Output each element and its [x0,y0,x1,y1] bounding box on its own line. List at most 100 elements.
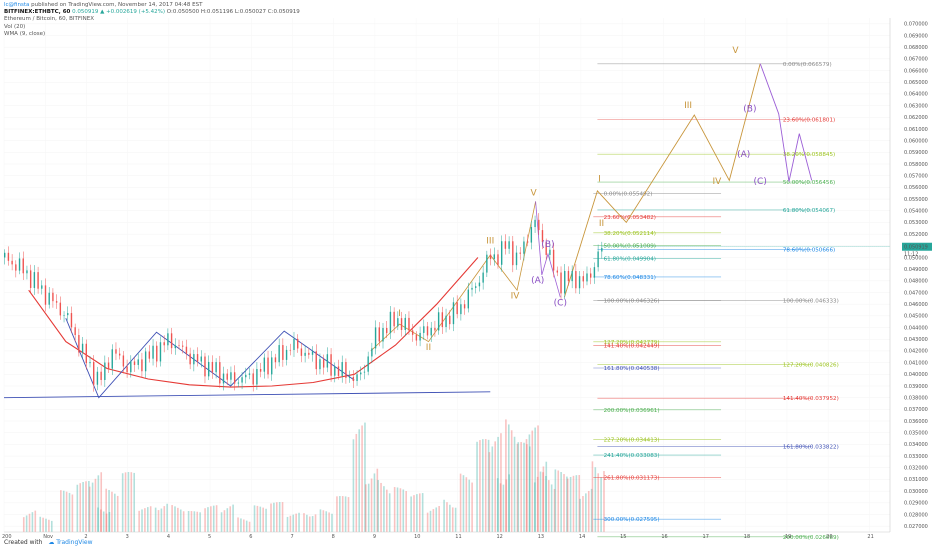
volume-bar [127,472,130,532]
time-tick-label: 14 [579,534,585,540]
candle-body [44,285,47,305]
volume-bar [292,514,295,532]
volume-bar [497,436,499,532]
candle-body [85,343,87,364]
volume-bar [190,511,193,532]
candle-body [337,366,340,376]
wave-label: (B) [541,240,554,250]
price-tick-label: 0.040000 [904,372,928,378]
time-tick-label: 13 [538,534,544,540]
ohlc-values: O:0.050500 H:0.051196 L:0.050027 C:0.050… [166,9,300,16]
volume-bar [68,492,71,532]
volume-bar [245,520,248,532]
candle-body [237,382,240,384]
wave-label: (B) [743,104,756,114]
candle-body [63,315,65,316]
fib-right-level-label: 23.60%(0.061801) [783,118,835,124]
candle-body [81,343,84,353]
candle-body [415,334,418,341]
candle-body [196,354,199,362]
volume-bar [253,505,256,532]
volume-bar [328,512,330,532]
volume-bar [171,505,173,532]
volume-bar [215,505,218,532]
volume-bar [405,491,407,532]
volume-bar [341,496,344,532]
candle-body [330,354,332,376]
volume-bar [361,425,363,532]
volume-bar [416,494,418,532]
volume-bar [526,444,528,532]
volume-bar [102,511,105,532]
price-axis[interactable]: 0.027000 0.028000 0.029000 0.030000 0.031000… [601,18,932,532]
candle-body [363,371,366,373]
author-link[interactable]: lc@finsta [4,2,30,8]
candle-body [326,354,329,368]
wave-label: III [684,101,692,111]
time-axis[interactable]: 200 Nov 2 3 4 5 6 7 8 9 10 11 12 13 14 15 16 17 18 19 20 21 [2,531,890,540]
candle-body [386,327,388,334]
candle-body [100,371,102,380]
price-tick-label: 0.039000 [904,384,928,390]
volume-bar [210,506,212,532]
tradingview-logo[interactable]: ☁ TradingView [48,539,93,546]
price-tick-label: 0.034000 [904,442,928,448]
price-tick-label: 0.052000 [904,232,928,238]
candle-body [278,345,280,363]
price-tick-label: 0.042000 [904,349,928,355]
candle-body [29,270,32,288]
grid-lines [3,18,890,532]
candle-body [449,315,451,325]
volume-bar [590,488,593,532]
candle-body [352,376,355,382]
impulse-wave-path [370,201,536,352]
volume-bar [410,496,412,532]
candle-body [133,361,136,365]
candle-body [489,254,492,260]
candle-body [541,230,544,243]
fib-right-level-label: 0.00%(0.066579) [783,62,832,68]
price-tick-label: 0.029000 [904,501,928,507]
wave-label: V [732,46,739,56]
volume-bar [451,507,454,532]
volume-bar [306,514,308,532]
volume-bar [174,506,176,532]
candle-body [500,241,503,265]
volume-bar [91,482,94,532]
fib-left-level-label: 241.40%(0.033083) [604,453,660,459]
candle-body [104,362,106,380]
volume-bar [105,488,107,532]
time-tick-label: 9 [373,534,376,540]
volume-bar [516,443,519,532]
volume-bar [295,513,297,532]
volume-bar [502,484,505,532]
indicator-wma[interactable]: WMA (9, close) [4,30,46,37]
volume-bar [237,517,239,532]
volume-bar [177,507,179,532]
indicator-volume[interactable]: Vol (20) [4,23,26,30]
volume-bar [438,506,440,532]
price-tick-label: 0.031000 [904,477,928,483]
candle-body [575,271,577,289]
candle-body [515,252,518,266]
candle-body [597,251,599,268]
candle-body [70,313,73,328]
volume-bar [529,446,531,532]
time-tick-label: 18 [744,534,750,540]
candle-body [7,252,10,261]
volume-bar [240,518,242,532]
candle-body [107,362,110,369]
volume-bar [79,483,82,532]
candle-body [185,346,188,354]
candle-body [482,272,484,283]
volume-bar [560,472,562,532]
candle-body [311,351,314,355]
candle-body [215,362,217,373]
volume-bar [465,477,468,532]
price-tick-label: 0.044000 [904,325,928,331]
time-tick-label: 3 [126,534,129,540]
volume-bar [545,461,548,532]
price-tick-label: 0.027000 [904,524,928,530]
volume-bar [479,440,481,532]
